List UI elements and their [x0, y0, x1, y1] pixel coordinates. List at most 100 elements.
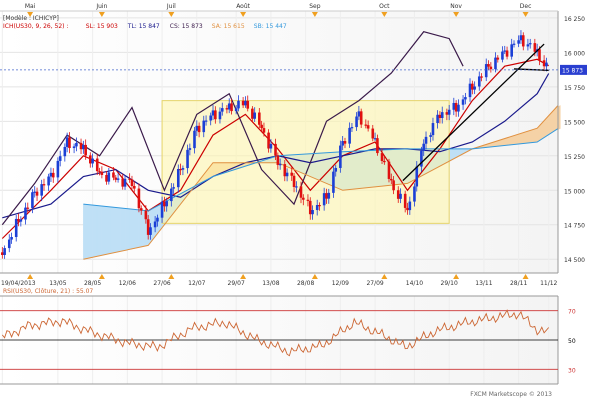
candle-body	[197, 125, 201, 133]
trendline	[513, 68, 549, 71]
candle-body	[91, 158, 94, 164]
cloud-segment	[527, 129, 533, 144]
legend-entry: TL: 15 847	[127, 23, 160, 30]
candle-body	[436, 114, 439, 124]
cloud-segment	[106, 206, 112, 255]
x-tick-label: 12/07	[188, 280, 205, 287]
candle-body	[357, 111, 361, 117]
month-marker-bottom	[168, 274, 175, 279]
y-tick-label: 15 750	[564, 85, 585, 92]
candle-body	[149, 227, 152, 235]
cloud-segment	[134, 209, 140, 249]
candle-body	[528, 43, 532, 45]
candle-body	[489, 66, 493, 70]
y-tick-label: 14 750	[564, 223, 585, 230]
legend-entry: SA: 15 615	[212, 23, 245, 30]
x-tick-label: 14/10	[406, 280, 423, 287]
candle-body	[98, 171, 101, 173]
candle-body	[371, 128, 375, 139]
candle-body	[262, 128, 266, 133]
candle-body	[42, 184, 46, 186]
candle-body	[422, 143, 426, 151]
x-tick-label: 11/12	[540, 280, 557, 287]
candle-body	[396, 190, 400, 199]
candle-body	[186, 149, 189, 169]
cloud-segment	[138, 209, 144, 248]
candle-body	[218, 111, 222, 120]
rsi-level-label: 70	[568, 309, 576, 316]
candle-body	[188, 148, 192, 150]
candle-body	[431, 123, 435, 136]
cloud-segment	[124, 208, 130, 251]
candle-body	[24, 207, 27, 220]
candle-body	[424, 136, 428, 144]
month-label: Nov	[450, 3, 462, 10]
candle-body	[246, 100, 250, 109]
chart-labels: 16 250 16 000 15 750 15 500 15 250 15 000 14 7…	[1, 3, 587, 398]
candle-body	[501, 51, 504, 60]
candle-body	[383, 160, 386, 163]
candle-body	[510, 44, 513, 57]
x-tick-label: 13/08	[262, 280, 279, 287]
x-tick-label: 28/05	[84, 280, 101, 287]
candle-body	[484, 64, 488, 78]
cloud-segment	[115, 207, 121, 253]
month-marker-bottom	[240, 274, 247, 279]
cloud-segment	[129, 208, 135, 250]
candle-body	[123, 178, 127, 187]
candle-body	[144, 210, 148, 220]
candle-body	[75, 142, 78, 147]
candle-body	[220, 108, 224, 112]
candle-body	[519, 35, 523, 41]
candle-body	[295, 186, 298, 188]
cloud-segment	[92, 204, 98, 258]
candle-body	[179, 168, 182, 171]
rsi-level-label: 50	[568, 338, 576, 345]
candle-body	[204, 120, 208, 122]
candle-body	[399, 193, 402, 199]
month-marker-bottom	[98, 274, 105, 279]
candle-body	[452, 102, 456, 110]
candle-body	[35, 191, 39, 196]
x-tick-label: 13/05	[49, 280, 66, 287]
month-marker	[381, 12, 388, 17]
cloud-segment	[110, 206, 117, 254]
candle-body	[392, 180, 395, 191]
candle-body	[14, 218, 18, 238]
axes	[0, 10, 559, 385]
candle-body	[65, 137, 69, 147]
candle-body	[49, 172, 53, 177]
candle-body	[230, 103, 233, 112]
series-line-sb	[83, 128, 559, 212]
x-tick-label: 27/06	[153, 280, 170, 287]
candle-body	[526, 44, 530, 47]
candle-body	[355, 116, 358, 128]
month-marker	[240, 12, 247, 17]
candle-body	[461, 99, 465, 105]
candle-body	[274, 143, 277, 156]
candle-body	[464, 97, 467, 100]
candle-body	[56, 160, 60, 178]
x-tick-label: 28/11	[510, 280, 527, 287]
month-label: Dec	[520, 3, 532, 10]
candle-body	[438, 114, 442, 119]
series-line-tl	[2, 73, 550, 219]
candle-body	[413, 186, 416, 202]
series-line-sa	[83, 105, 559, 260]
x-tick-label: 29/10	[441, 280, 458, 287]
cloud-segment	[523, 130, 529, 144]
candle-body	[387, 161, 391, 179]
candle-body	[202, 120, 206, 133]
candle-body	[503, 50, 507, 52]
candle-body	[31, 192, 34, 208]
candle-body	[146, 219, 150, 235]
candle-body	[172, 187, 175, 189]
candle-body	[545, 62, 548, 67]
candle-body	[209, 115, 212, 121]
candle-body	[114, 177, 118, 180]
candle-body	[121, 178, 125, 187]
candle-body	[160, 201, 164, 218]
candle-body	[533, 43, 537, 52]
candle-body	[58, 156, 62, 161]
